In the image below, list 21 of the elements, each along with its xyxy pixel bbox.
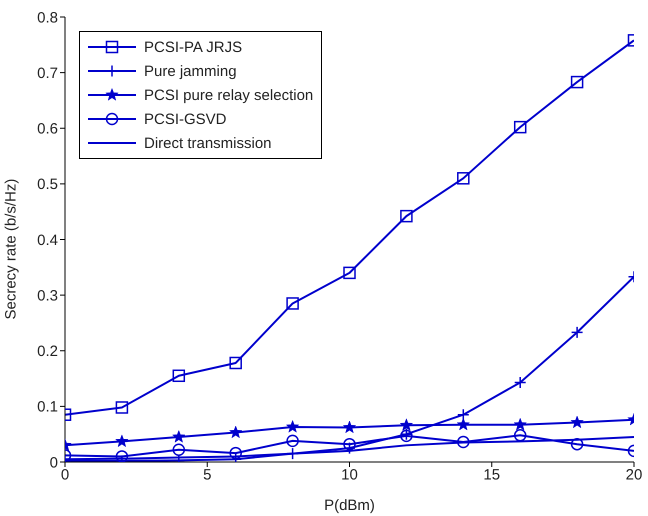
legend-label: PCSI-GSVD (144, 110, 227, 128)
y-tick-label: 0.5 (37, 176, 58, 194)
legend-label: Direct transmission (144, 134, 272, 152)
x-tick-label: 20 (626, 466, 642, 484)
y-axis-title: Secrecy rate (b/s/Hz) (2, 178, 20, 320)
x-tick-label: 0 (60, 466, 70, 484)
y-tick-label: 0.2 (37, 343, 58, 360)
y-tick-label: 0.3 (37, 287, 58, 304)
y-tick-label: 0.1 (37, 398, 58, 416)
legend-label: Pure jamming (144, 62, 237, 80)
y-tick-label: 0.4 (37, 232, 58, 249)
legend-label: PCSI-PA JRJS (144, 38, 242, 56)
y-tick-label: 0.8 (37, 9, 58, 26)
x-axis-title: P(dBm) (324, 497, 375, 514)
legend-label: PCSI pure relay selection (144, 86, 314, 104)
x-tick-label: 15 (483, 466, 500, 484)
x-tick-label: 5 (203, 466, 212, 484)
y-tick-label: 0.7 (37, 64, 58, 82)
y-tick-label: 0 (50, 454, 58, 472)
y-tick-label: 0.6 (37, 120, 58, 138)
x-tick-label: 10 (341, 466, 358, 484)
